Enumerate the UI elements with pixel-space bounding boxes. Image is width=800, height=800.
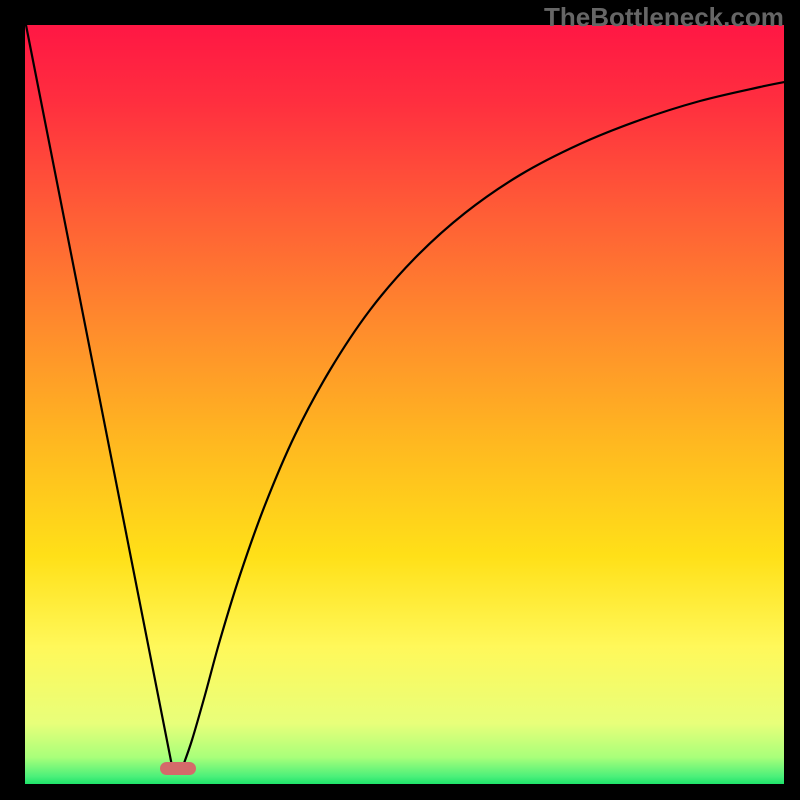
optimal-marker	[160, 762, 196, 775]
bottleneck-chart	[0, 0, 800, 800]
watermark-text: TheBottleneck.com	[544, 2, 784, 33]
chart-container: TheBottleneck.com	[0, 0, 800, 800]
